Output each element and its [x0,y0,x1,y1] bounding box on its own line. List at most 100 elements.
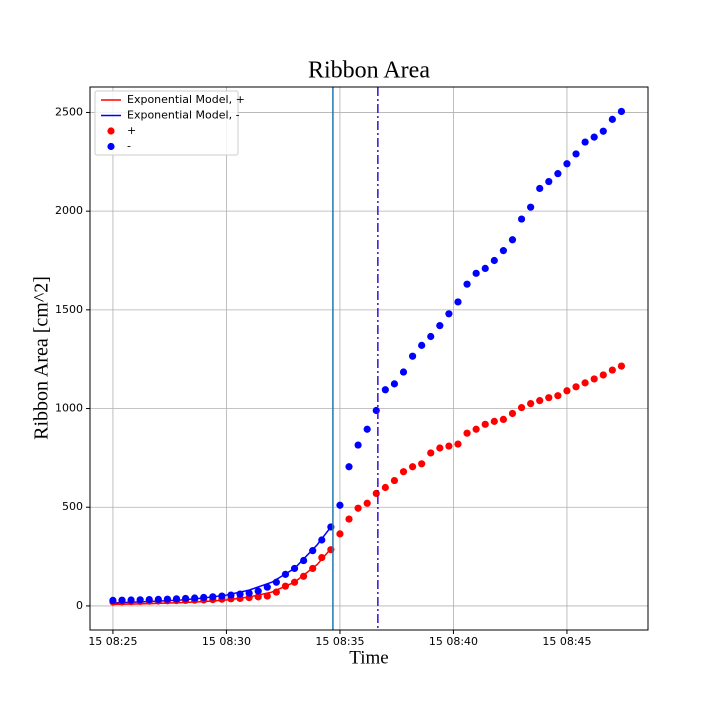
data-point [427,449,435,457]
data-point [263,583,271,591]
data-point [581,138,589,146]
data-point [445,442,453,450]
data-point [290,578,299,586]
y-tick-label: 500 [62,500,83,513]
data-point [617,362,626,370]
data-point [399,468,408,476]
data-point [209,593,217,601]
data-point [181,594,190,603]
legend-swatch [107,142,115,151]
data-point [436,322,444,330]
data-point [463,429,471,437]
chart-title: Ribbon Area [308,58,430,84]
legend: Exponential Model, + Exponential Model, -… [94,90,245,156]
data-point [563,387,571,395]
x-tick-label: 15 08:40 [429,635,478,648]
x-tick-label: 15 08:45 [542,635,591,648]
data-point [508,236,517,244]
data-point [309,564,317,573]
data-point [572,150,580,158]
data-point [545,177,553,186]
data-point [408,463,417,471]
data-point [254,587,262,595]
data-point [354,441,362,449]
data-point [372,489,380,498]
data-point [418,460,426,468]
data-point [200,593,208,602]
data-point [145,596,153,604]
y-tick-label: 0 [76,599,83,612]
data-point [436,444,444,452]
data-point [445,310,453,318]
x-tick-label: 15 08:35 [315,635,364,648]
legend-label: Exponential Model, - [127,109,240,122]
legend-label: - [127,140,131,153]
data-point [109,596,117,604]
data-point [227,591,235,599]
data-point [454,298,462,306]
data-point [318,536,326,544]
data-point [536,184,544,193]
data-point [118,596,126,604]
data-point [418,341,426,349]
data-point [136,596,144,604]
data-point [472,269,480,277]
data-point [390,476,399,485]
data-point [272,578,280,586]
data-point [390,380,399,388]
data-point [472,425,480,433]
data-point [599,371,607,379]
plot-frame [89,86,649,631]
y-tick-label: 2500 [55,105,83,118]
data-point [300,556,308,565]
y-tick-label: 2000 [55,204,83,217]
data-point [345,515,353,523]
data-point [490,417,498,425]
data-point [281,582,290,590]
data-point [363,425,371,433]
data-point [563,160,571,168]
data-point [309,547,317,555]
data-point [263,592,271,600]
data-point [354,504,362,512]
data-point [399,368,408,376]
data-point [554,392,562,400]
data-point [581,379,589,387]
data-point [590,133,598,141]
data-point [172,595,181,603]
data-point [599,127,607,135]
legend-label: + [127,124,136,137]
data-point [281,570,290,578]
data-point [290,564,299,573]
data-point [527,400,535,408]
legend-swatch [107,127,115,135]
legend-box [94,90,239,156]
data-point [218,592,226,600]
data-point [427,332,435,341]
data-point [300,572,308,580]
data-point [527,203,535,211]
data-point [590,375,598,383]
data-point [336,501,344,509]
data-point [536,397,544,405]
data-point [245,589,253,597]
data-point [517,215,526,223]
data-point [272,588,280,596]
y-tick-label: 1000 [55,402,83,415]
data-point [454,440,462,448]
data-point [381,386,389,394]
data-point [499,247,507,255]
data-point [154,595,162,604]
y-axis-label: Ribbon Area [cm^2] [31,276,53,440]
data-point [554,170,562,178]
y-tick-label: 1500 [55,303,83,316]
data-point [481,420,489,428]
data-point [408,352,417,360]
data-point [372,406,380,415]
data-point [572,383,580,391]
data-point [163,595,172,603]
x-tick-label: 15 08:25 [88,635,137,648]
data-point [236,590,244,598]
data-point [463,280,471,288]
